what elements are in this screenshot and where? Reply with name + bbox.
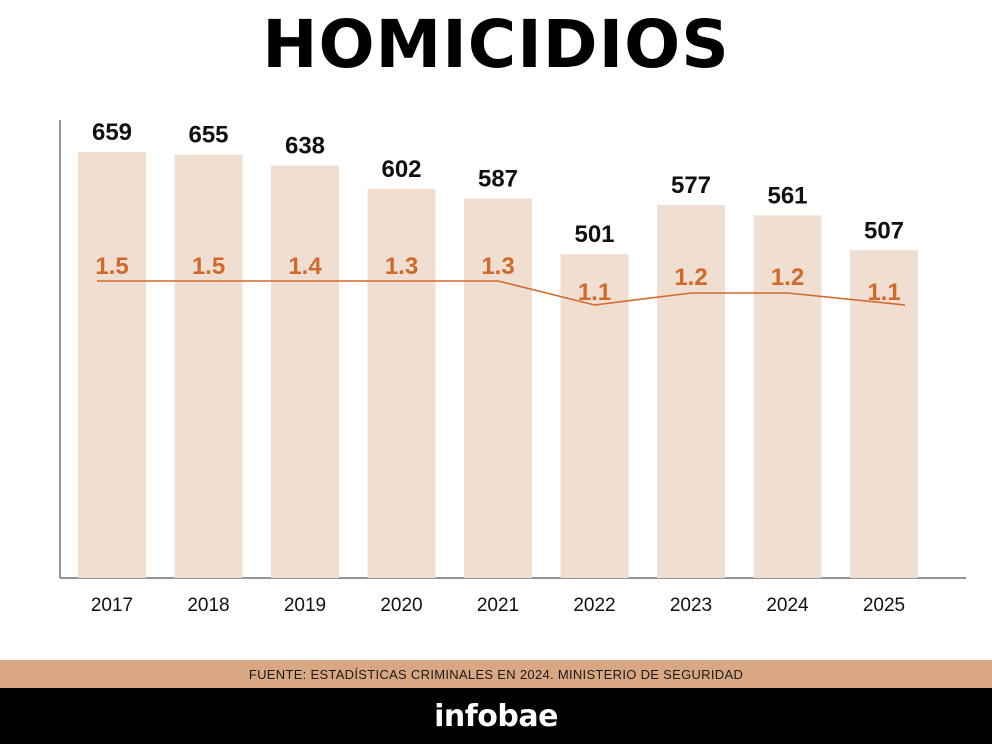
bar-value-label: 638 (285, 133, 325, 160)
bar-value-label: 659 (92, 119, 132, 146)
x-tick-label: 2021 (477, 595, 519, 616)
rate-value-label: 1.1 (867, 279, 900, 306)
bar-2025 (850, 250, 918, 578)
x-tick-label: 2023 (670, 595, 712, 616)
x-tick-label: 2022 (573, 595, 615, 616)
bar-value-label: 577 (671, 172, 711, 199)
homicides-chart: 659 2017 655 2018 638 2019 602 2020 587 2021 501 20… (59, 119, 966, 616)
bar-value-label: 655 (188, 122, 228, 149)
bar-2017 (78, 152, 146, 578)
x-tick-label: 2020 (380, 595, 422, 616)
bar-2022 (560, 254, 629, 578)
x-tick-label: 2018 (187, 595, 229, 616)
rate-value-label: 1.5 (95, 253, 128, 280)
bar-2021 (464, 198, 532, 578)
bar-2024 (753, 215, 822, 578)
bar-value-label: 602 (381, 156, 421, 183)
bar-2020 (367, 188, 436, 578)
rate-value-label: 1.3 (385, 253, 418, 280)
bar-value-label: 561 (767, 182, 807, 209)
x-tick-label: 2019 (284, 595, 326, 616)
brand-footer: infobae (0, 688, 992, 744)
bar-2019 (271, 165, 339, 578)
x-tick-label: 2017 (91, 595, 133, 616)
bar-2023 (657, 205, 725, 579)
bar-value-label: 587 (478, 166, 518, 193)
source-text: FUENTE: ESTADÍSTICAS CRIMINALES EN 2024.… (248, 666, 744, 682)
rate-value-label: 1.1 (578, 279, 611, 306)
x-tick-label: 2024 (766, 595, 809, 616)
rate-value-label: 1.2 (771, 264, 804, 291)
rate-value-label: 1.2 (674, 264, 707, 291)
chart-title: HOMICIDIOS (262, 6, 730, 83)
brand-logo: infobae (434, 698, 558, 734)
rate-value-label: 1.5 (192, 253, 225, 280)
bar-2018 (174, 154, 243, 578)
rate-line (97, 280, 906, 306)
rate-value-label: 1.4 (288, 253, 322, 280)
bar-value-label: 501 (574, 221, 614, 248)
source-bar: FUENTE: ESTADÍSTICAS CRIMINALES EN 2024.… (0, 660, 992, 688)
rate-value-label: 1.3 (481, 253, 514, 280)
x-tick-label: 2025 (863, 595, 905, 616)
bar-value-label: 507 (864, 217, 904, 244)
